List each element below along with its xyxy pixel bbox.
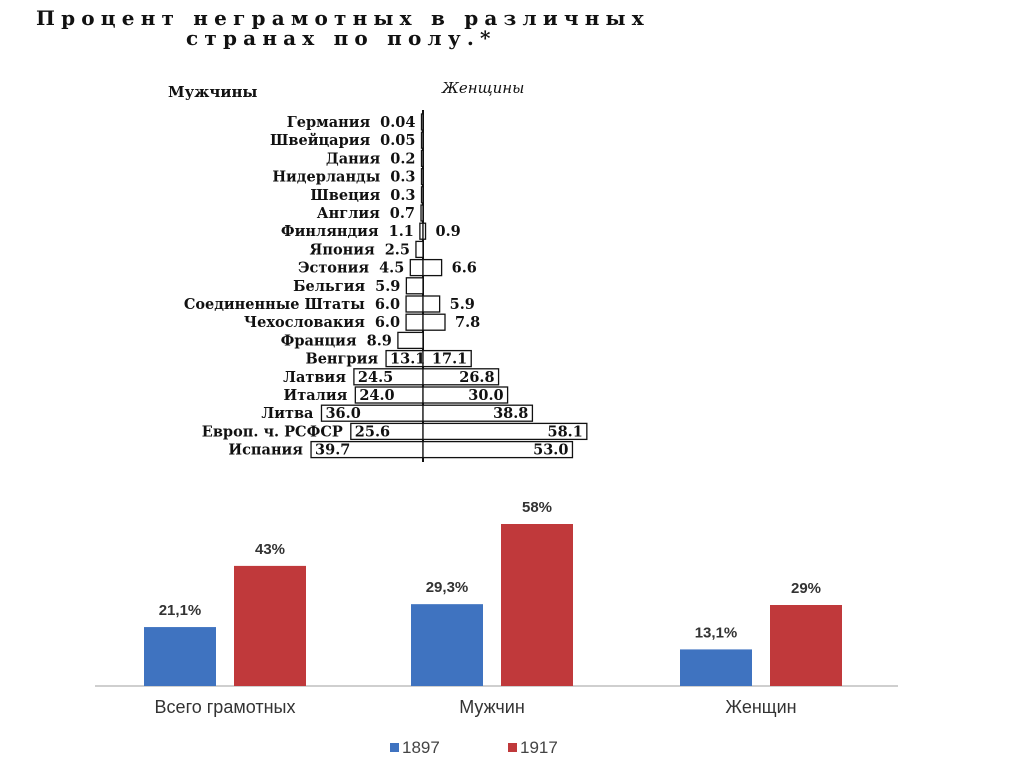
country-label: Япония bbox=[310, 241, 375, 258]
women-value-label: 6.6 bbox=[452, 260, 477, 277]
men-value-label: 5.9 bbox=[375, 278, 400, 295]
data-label: 43% bbox=[255, 541, 285, 558]
bar-1917 bbox=[770, 605, 842, 686]
men-value-label: 4.5 bbox=[379, 260, 404, 277]
men-bar bbox=[409, 258, 424, 277]
men-value-label: 25.6 bbox=[355, 423, 390, 440]
men-bar bbox=[420, 186, 424, 204]
men-bar bbox=[405, 313, 424, 331]
men-value-label: 13.1 bbox=[390, 351, 425, 368]
men-bar bbox=[420, 113, 424, 131]
country-label: Латвия bbox=[283, 369, 346, 386]
women-bar bbox=[422, 440, 574, 459]
data-label: 58% bbox=[522, 499, 552, 516]
country-label: Эстония bbox=[298, 260, 369, 277]
men-value-label: 36.0 bbox=[325, 405, 360, 422]
women-bar bbox=[422, 295, 441, 313]
women-value-label: 7.8 bbox=[455, 314, 480, 331]
data-label: 29% bbox=[791, 580, 821, 597]
men-bar bbox=[415, 240, 424, 259]
literacy-chart: 21,1% 43% Всего грамотных 29,3% 58% Мужчин 13,… bbox=[95, 499, 898, 757]
country-label: Италия bbox=[284, 387, 348, 404]
women-bar bbox=[422, 258, 443, 277]
country-label: Соединенные Штаты bbox=[184, 296, 365, 313]
legend-label: 1897 bbox=[402, 738, 440, 757]
men-value-label: 1.1 bbox=[389, 223, 414, 240]
legend-swatch-1917 bbox=[508, 743, 517, 752]
country-label: Англия bbox=[317, 205, 380, 222]
men-value-label: 0.3 bbox=[390, 187, 415, 204]
country-label: Нидерланды bbox=[272, 169, 380, 186]
men-value-label: 6.0 bbox=[375, 296, 400, 313]
women-value-label: 53.0 bbox=[533, 442, 568, 459]
country-label: Швеция bbox=[310, 187, 380, 204]
chart-title-line-2: странах по полу.* bbox=[186, 26, 497, 50]
women-value-label: 38.8 bbox=[493, 405, 528, 422]
bar-1917 bbox=[234, 565, 306, 686]
men-value-label: 6.0 bbox=[375, 314, 400, 331]
men-value-label: 0.2 bbox=[390, 150, 415, 167]
country-label: Финляндия bbox=[281, 223, 379, 240]
legend-label: 1917 bbox=[520, 738, 558, 757]
country-label: Венгрия bbox=[305, 351, 378, 368]
country-label: Литва bbox=[261, 405, 314, 422]
men-value-label: 0.05 bbox=[380, 132, 415, 149]
women-value-label: 26.8 bbox=[459, 369, 494, 386]
men-bar bbox=[397, 331, 424, 350]
chart-title-line-1: Процент неграмотных в различных bbox=[36, 6, 650, 30]
women-bar bbox=[422, 422, 588, 441]
men-label: Мужчины bbox=[168, 83, 257, 101]
women-value-label: 17.1 bbox=[432, 351, 467, 368]
data-label: 21,1% bbox=[159, 602, 202, 619]
bar-1897 bbox=[680, 649, 752, 686]
country-label: Чехословакия bbox=[244, 314, 365, 331]
women-bar bbox=[422, 349, 472, 368]
men-value-label: 2.5 bbox=[385, 241, 410, 258]
men-bar bbox=[420, 131, 424, 149]
men-value-label: 0.7 bbox=[390, 205, 415, 222]
women-bar bbox=[422, 222, 427, 240]
country-label: Бельгия bbox=[293, 278, 365, 295]
legend-swatch-1897 bbox=[390, 743, 399, 752]
men-bar bbox=[420, 167, 424, 186]
bar-1917 bbox=[501, 524, 573, 686]
women-bar bbox=[422, 313, 446, 331]
men-value-label: 8.9 bbox=[367, 332, 392, 349]
country-label: Европ. ч. РСФСР bbox=[202, 423, 343, 440]
data-label: 29,3% bbox=[426, 579, 469, 596]
women-bar bbox=[422, 404, 534, 422]
women-value-label: 30.0 bbox=[468, 387, 503, 404]
bar-1897 bbox=[144, 627, 216, 686]
men-bar bbox=[405, 277, 424, 295]
country-label: Германия bbox=[287, 114, 371, 131]
men-bar bbox=[405, 295, 424, 313]
men-bar bbox=[420, 204, 424, 222]
women-bar bbox=[422, 386, 509, 404]
women-value-label: 5.9 bbox=[450, 296, 475, 313]
bar-1897 bbox=[411, 604, 483, 686]
men-value-label: 0.04 bbox=[380, 114, 415, 131]
category-label: Всего грамотных bbox=[155, 697, 296, 717]
men-value-label: 24.0 bbox=[359, 387, 394, 404]
category-label: Женщин bbox=[725, 697, 796, 717]
data-label: 13,1% bbox=[695, 624, 738, 641]
women-label: Женщины bbox=[441, 79, 524, 97]
country-label: Швейцария bbox=[270, 132, 370, 149]
women-value-label: 0.9 bbox=[436, 223, 461, 240]
men-value-label: 24.5 bbox=[358, 369, 393, 386]
women-value-label: 58.1 bbox=[548, 423, 583, 440]
men-value-label: 39.7 bbox=[315, 442, 350, 459]
country-label: Франция bbox=[281, 332, 357, 349]
women-bar bbox=[422, 368, 500, 386]
men-value-label: 0.3 bbox=[390, 169, 415, 186]
category-label: Мужчин bbox=[459, 697, 525, 717]
men-bar bbox=[420, 149, 424, 168]
country-label: Дания bbox=[326, 150, 381, 167]
country-label: Испания bbox=[228, 442, 303, 459]
